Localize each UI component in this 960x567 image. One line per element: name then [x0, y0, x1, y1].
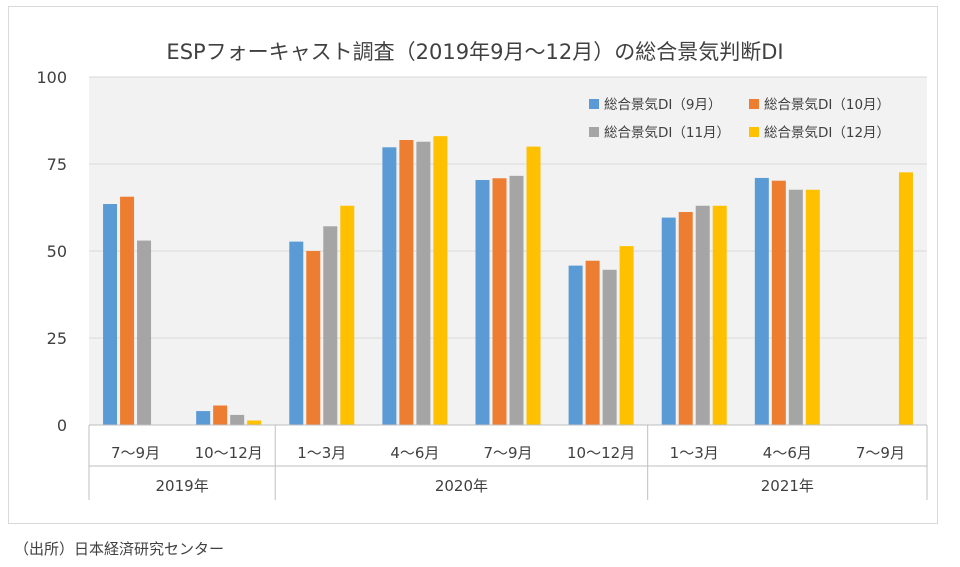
x-category-label: 1～3月: [670, 444, 719, 462]
bar-2-7: [678, 212, 693, 425]
chart-frame: ESPフォーキャスト調査（2019年9月～12月）の総合景気判断DI 0 25 50…: [8, 6, 938, 524]
bar-3-4: [416, 141, 431, 425]
bar-3-3: [323, 226, 338, 425]
bar-1-2: [196, 411, 211, 425]
bar-4-3: [340, 205, 355, 425]
bar-4-4: [433, 136, 448, 425]
legend-swatch-3: [589, 127, 599, 137]
bar-4-5: [526, 146, 541, 425]
bar-4-8: [805, 189, 820, 425]
y-tick-label: 100: [36, 68, 67, 87]
bar-3-8: [788, 189, 803, 425]
x-category-label: 7～9月: [483, 444, 532, 462]
x-category-label: 10～12月: [567, 444, 635, 462]
legend-swatch-2: [749, 99, 759, 109]
bar-4-9: [898, 172, 913, 425]
x-category-label: 7～9月: [111, 444, 160, 462]
bar-2-3: [306, 251, 321, 425]
bar-3-5: [509, 175, 524, 425]
bar-1-4: [382, 147, 397, 425]
legend-label-3: 総合景気DI（11月）: [604, 125, 730, 141]
y-tick-label: 0: [57, 416, 67, 435]
bar-1-3: [289, 241, 304, 425]
bar-2-6: [585, 260, 600, 425]
bar-4-7: [712, 205, 727, 425]
bar-4-6: [619, 246, 634, 425]
bar-3-1: [137, 240, 152, 425]
bar-1-5: [475, 180, 490, 425]
chart-title: ESPフォーキャスト調査（2019年9月～12月）の総合景気判断DI: [166, 40, 783, 64]
bar-2-1: [120, 196, 135, 425]
source-note: （出所）日本経済研究センター: [14, 540, 225, 558]
legend-swatch-4: [749, 127, 759, 137]
legend-label-4: 総合景気DI（12月）: [764, 125, 890, 141]
y-tick-label: 25: [47, 329, 67, 348]
y-tick-label: 50: [47, 242, 67, 261]
x-category-label: 4～6月: [763, 444, 812, 462]
legend-label-2: 総合景気DI（10月）: [764, 97, 890, 113]
year-group-label: 2021年: [761, 477, 814, 495]
x-category-label: 7～9月: [856, 444, 905, 462]
x-category-label: 4～6月: [390, 444, 439, 462]
bar-4-2: [247, 420, 262, 425]
bar-2-8: [771, 180, 786, 425]
bar-3-7: [695, 205, 710, 425]
bar-2-5: [492, 178, 507, 425]
year-group-label: 2019年: [156, 477, 209, 495]
bar-2-4: [399, 139, 414, 425]
bar-1-6: [568, 265, 583, 425]
x-category-label: 1～3月: [297, 444, 346, 462]
bar-1-1: [103, 204, 118, 425]
bar-3-2: [230, 414, 245, 425]
legend-swatch-1: [589, 99, 599, 109]
y-tick-label: 75: [47, 155, 67, 174]
legend-label-1: 総合景気DI（9月）: [604, 97, 721, 113]
bar-1-8: [754, 177, 769, 425]
bar-2-2: [213, 405, 228, 425]
bar-3-6: [602, 269, 617, 425]
x-category-label: 10～12月: [195, 444, 263, 462]
chart: ESPフォーキャスト調査（2019年9月～12月）の総合景気判断DI 0 25 50…: [36, 40, 928, 500]
year-group-label: 2020年: [435, 477, 488, 495]
bar-1-7: [661, 217, 676, 425]
